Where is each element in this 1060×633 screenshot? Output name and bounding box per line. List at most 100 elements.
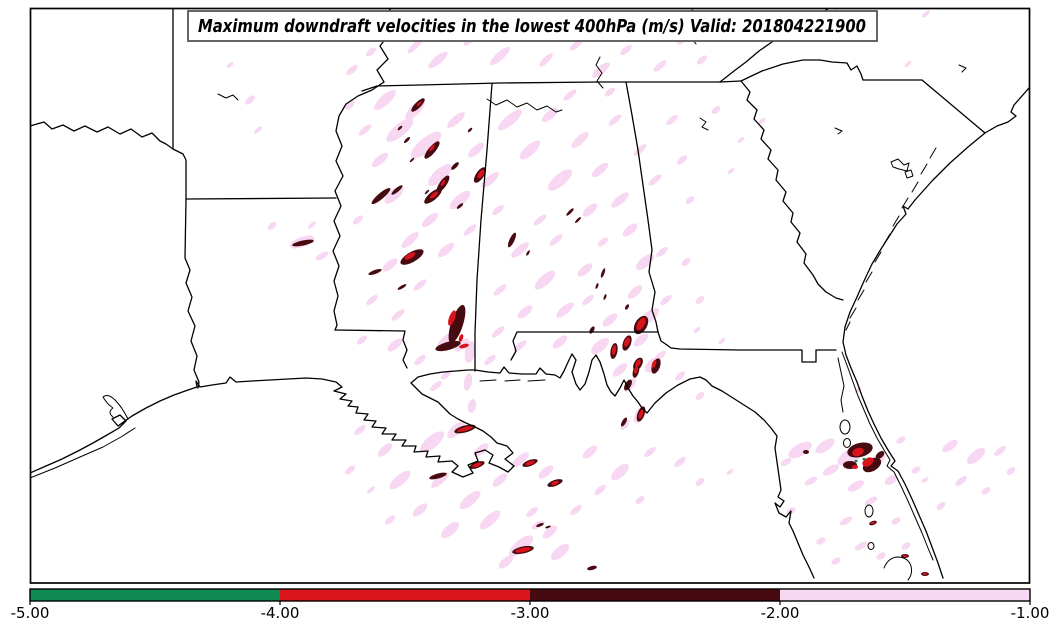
field-cell: [511, 452, 529, 468]
field-cell: [463, 373, 473, 391]
field-cell: [685, 196, 695, 204]
field-cell: [591, 162, 609, 178]
field-cell: [410, 131, 442, 159]
field-cell: [627, 285, 643, 299]
river-tennessee-west: [595, 56, 604, 89]
state-border-al-fl: [510, 331, 659, 361]
field-cell: [695, 296, 705, 304]
field-cell: [718, 338, 726, 344]
field-cell: [780, 458, 792, 466]
field-cell: [498, 109, 522, 131]
lake-marion-sc: [890, 158, 914, 179]
field-cell: [437, 242, 455, 258]
field-cell: [366, 294, 378, 306]
colorbar-tick-label: -4.00: [261, 604, 300, 622]
field-cell: [571, 132, 589, 148]
field-cell: [416, 101, 422, 107]
field-cell: [403, 136, 411, 144]
lake-millwood-ar: [217, 93, 239, 101]
field-cell: [955, 475, 967, 487]
colorbar-segment: [780, 589, 1030, 601]
field-cell: [839, 516, 853, 526]
field-cell: [429, 144, 435, 152]
field-cell: [429, 472, 447, 480]
field-cell: [816, 537, 826, 545]
field-cell: [385, 515, 395, 525]
cells-band_minus3_to_minus2: [292, 98, 929, 576]
field-cell: [412, 503, 428, 517]
field-cell: [473, 443, 489, 457]
field-cell: [430, 380, 442, 392]
field-cell: [852, 447, 864, 457]
field-cell: [377, 443, 393, 457]
ms-barrier-islands: [479, 379, 546, 382]
field-cell: [695, 392, 705, 400]
field-cell: [587, 565, 597, 571]
field-cell: [253, 126, 263, 134]
field-cell: [440, 180, 446, 186]
field-cell: [625, 304, 629, 310]
field-cell: [831, 557, 841, 565]
field-cell: [677, 155, 687, 165]
field-cell: [387, 338, 403, 352]
field-cell: [611, 463, 629, 481]
field-cell: [449, 190, 471, 210]
field-cell: [612, 363, 628, 377]
field-cell: [371, 187, 391, 205]
field-cell: [635, 496, 645, 504]
field-cell: [603, 294, 607, 300]
field-cell: [563, 89, 577, 101]
field-cell: [737, 137, 745, 143]
field-cell: [875, 451, 885, 459]
river-tennessee-al: [486, 98, 563, 113]
state-border-al-ga: [625, 81, 659, 333]
field-cell: [424, 189, 430, 195]
field-cell: [513, 340, 527, 352]
field-cell: [368, 268, 382, 276]
field-cell: [389, 470, 411, 490]
field-cell: [589, 326, 595, 334]
field-cell: [550, 543, 570, 561]
field-cell: [636, 317, 646, 331]
field-cell: [569, 39, 583, 51]
cells-band_minus5_to_minus4: [854, 457, 866, 463]
field-cell: [635, 359, 641, 367]
field-cell: [428, 51, 448, 69]
field-cell: [870, 521, 876, 525]
field-cell: [414, 354, 426, 366]
state-border-ms-al: [474, 83, 493, 372]
colorbar-tick-label: -1.00: [1011, 604, 1050, 622]
field-cell: [862, 457, 866, 461]
ga-sc-barrier-islands: [845, 147, 937, 331]
field-cell: [397, 284, 407, 290]
field-cell: [479, 510, 501, 530]
field-cell: [681, 258, 691, 266]
field-cell: [346, 64, 358, 76]
field-cell: [921, 477, 929, 483]
state-border-la-ar: [185, 197, 337, 200]
field-cell: [374, 89, 396, 111]
river-st-johns: [837, 357, 845, 413]
field-cell: [804, 476, 818, 486]
lake-fl-small-2: [867, 542, 875, 550]
field-cell: [575, 217, 581, 223]
field-cell: [493, 284, 507, 296]
field-cell: [577, 263, 593, 277]
field-cell: [489, 46, 511, 66]
field-cell: [451, 162, 459, 170]
field-cell: [459, 343, 469, 349]
field-cell: [435, 340, 461, 352]
field-cell: [549, 234, 563, 246]
field-cell: [891, 517, 901, 525]
lake-st-johns-small: [843, 438, 851, 448]
field-cell: [536, 523, 544, 527]
field-cell: [468, 142, 484, 158]
map-title: Maximum downdraft velocities in the lowe…: [198, 17, 866, 37]
field-cell: [401, 232, 419, 248]
field-cell: [391, 185, 403, 195]
field-cell: [404, 252, 416, 260]
field-cell: [525, 460, 535, 466]
field-cell: [526, 250, 530, 256]
field-cell: [994, 445, 1006, 457]
